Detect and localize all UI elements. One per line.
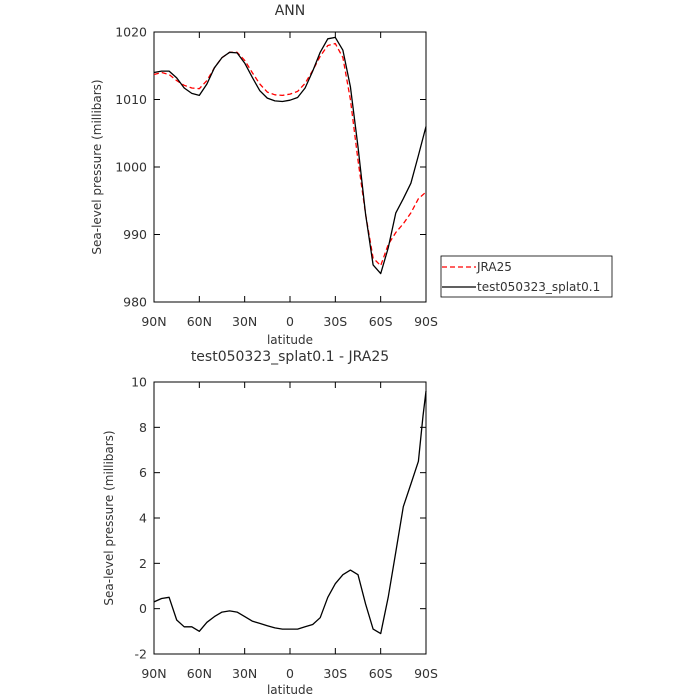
y-axis-ticks: 980 990 1000 1010 1020 — [115, 25, 426, 310]
legend-label-test: test050323_splat0.1 — [477, 280, 600, 294]
y-tick-label: 6 — [139, 465, 147, 480]
series-line-jra25 — [153, 42, 427, 267]
x-tick-label: 0 — [286, 314, 294, 329]
x-axis-label: latitude — [267, 333, 313, 347]
y-tick-label: 1000 — [115, 160, 147, 175]
series-line-difference-0 — [153, 391, 427, 635]
legend: JRA25 test050323_splat0.1 — [440, 255, 613, 298]
x-tick-label: 30S — [323, 666, 347, 681]
y-tick-label: 0 — [139, 601, 147, 616]
legend-label-jra25: JRA25 — [476, 260, 512, 274]
y-tick-label: 980 — [123, 295, 147, 310]
x-tick-label: 90S — [414, 314, 438, 329]
x-tick-label: 90N — [141, 314, 166, 329]
x-tick-label: 30N — [232, 666, 257, 681]
x-tick-label: 90N — [141, 666, 166, 681]
chart-panel-difference: test050323_splat0.1 - JRA25 90N 60N 30N 0 30… — [102, 349, 438, 697]
x-tick-label: 60S — [369, 314, 393, 329]
series-line-test050323-splat0-1 — [153, 36, 427, 275]
x-tick-label: 60N — [187, 666, 212, 681]
y-axis-label: Sea-level pressure (millibars) — [102, 430, 116, 605]
y-tick-label: 1020 — [115, 25, 147, 40]
x-tick-label: 60N — [187, 314, 212, 329]
y-tick-label: 2 — [139, 556, 147, 571]
x-tick-label: 30S — [323, 314, 347, 329]
y-axis-ticks: -2 0 2 4 6 8 10 — [131, 375, 426, 662]
y-tick-label: 4 — [139, 511, 147, 526]
series-lines — [153, 391, 427, 635]
y-tick-label: 990 — [123, 227, 147, 242]
x-tick-label: 0 — [286, 666, 294, 681]
x-axis-ticks: 90N 60N 30N 0 30S 60S 90S — [141, 32, 438, 329]
chart-panel-annual: ANN 90N 60N 30N 0 30S 60S 90S 980 990 1000 1010 10… — [90, 3, 613, 347]
x-tick-label: 60S — [369, 666, 393, 681]
legend-box — [440, 255, 613, 298]
x-axis-label: latitude — [267, 683, 313, 697]
plot-frame — [153, 31, 427, 303]
y-axis-label: Sea-level pressure (millibars) — [90, 79, 104, 254]
y-tick-label: 8 — [139, 420, 147, 435]
y-tick-label: -2 — [135, 647, 147, 662]
chart-title: test050323_splat0.1 - JRA25 — [191, 349, 389, 365]
chart-title: ANN — [275, 3, 306, 19]
x-axis-ticks: 90N 60N 30N 0 30S 60S 90S — [141, 382, 438, 681]
x-tick-label: 90S — [414, 666, 438, 681]
y-tick-label: 1010 — [115, 92, 147, 107]
series-lines — [153, 36, 427, 275]
x-tick-label: 30N — [232, 314, 257, 329]
y-tick-label: 10 — [131, 375, 147, 390]
